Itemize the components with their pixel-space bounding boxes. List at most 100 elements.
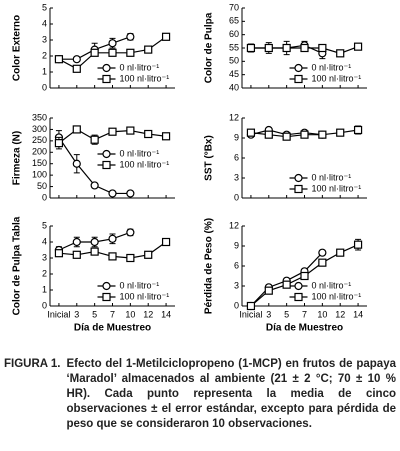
marker <box>264 130 273 139</box>
y-tick-label: 0 <box>234 300 239 310</box>
marker <box>161 32 171 41</box>
y-tick-label: 200 <box>32 147 47 157</box>
y-axis-label: Color de Pulpa <box>204 12 215 83</box>
x-tick-label: 5 <box>92 309 97 319</box>
marker <box>72 125 81 134</box>
marker <box>54 139 64 148</box>
legend-label: 0 nl·litro⁻¹ <box>120 62 160 72</box>
y-tick-label: 350 <box>32 112 47 122</box>
y-tick-label: 12 <box>229 220 239 230</box>
y-tick-label: 1 <box>42 284 47 294</box>
marker <box>90 48 99 57</box>
legend-marker <box>294 173 303 183</box>
y-tick-label: 2 <box>42 50 47 60</box>
marker <box>353 42 363 51</box>
y-tick-label: 9 <box>234 240 239 250</box>
marker <box>300 43 309 53</box>
x-tick-label: 14 <box>161 309 171 319</box>
legend-label: 0 nl·litro⁻¹ <box>120 148 160 158</box>
y-axis-label: Pérdida de Peso (%) <box>204 218 215 314</box>
marker <box>90 181 99 190</box>
x-tick-label: 5 <box>284 309 289 319</box>
y-tick-label: 100 <box>32 170 47 180</box>
x-tick-label: 14 <box>353 309 363 319</box>
legend-marker <box>102 281 111 291</box>
marker <box>72 237 81 247</box>
marker <box>54 55 64 64</box>
x-tick-label: 7 <box>302 309 307 319</box>
x-axis-label: Día de Muestreo <box>74 323 151 334</box>
y-axis-label: Color de Pulpa Tabla <box>12 216 23 315</box>
legend-marker <box>294 184 303 194</box>
y-tick-label: 6 <box>234 152 239 162</box>
y-tick-label: 50 <box>37 181 47 191</box>
legend-label: 100 nl·litro⁻¹ <box>120 73 170 83</box>
marker <box>336 248 345 257</box>
y-tick-label: 60 <box>229 29 239 39</box>
marker <box>282 280 291 289</box>
y-tick-label: 9 <box>234 132 239 142</box>
x-tick-label: 3 <box>266 309 271 319</box>
legend-label: 100 nl·litro⁻¹ <box>120 159 170 169</box>
marker <box>108 127 117 136</box>
x-tick-label: Inicial <box>47 309 70 319</box>
y-tick-label: 4 <box>42 18 47 28</box>
y-tick-label: 0 <box>234 192 239 202</box>
marker <box>108 39 117 48</box>
y-tick-label: 55 <box>229 42 239 52</box>
x-tick-label: 10 <box>317 309 327 319</box>
marker <box>126 48 135 57</box>
marker <box>282 132 291 141</box>
y-tick-label: 0 <box>42 300 47 310</box>
y-tick-label: 3 <box>42 34 47 44</box>
x-axis-label: Día de Muestreo <box>266 323 343 334</box>
marker <box>90 237 99 247</box>
legend-label: 100 nl·litro⁻¹ <box>312 291 362 301</box>
y-tick-label: 2 <box>42 268 47 278</box>
y-tick-label: 50 <box>229 56 239 66</box>
legend-label: 100 nl·litro⁻¹ <box>312 73 362 83</box>
y-tick-label: 5 <box>42 2 47 12</box>
marker <box>144 129 153 139</box>
y-tick-label: 12 <box>229 112 239 122</box>
legend-label: 0 nl·litro⁻¹ <box>120 280 160 290</box>
caption-label: FIGURA 1. <box>4 358 61 370</box>
x-tick-label: 12 <box>335 309 345 319</box>
y-axis-label: Firmeza (N) <box>12 131 23 185</box>
legend-marker <box>102 160 111 170</box>
legend-marker <box>102 292 111 302</box>
marker <box>126 126 135 135</box>
y-axis-label: Color Externo <box>12 15 23 81</box>
y-tick-label: 300 <box>32 124 47 134</box>
y-tick-label: 0 <box>42 82 47 92</box>
y-tick-label: 3 <box>234 172 239 182</box>
legend-label: 0 nl·litro⁻¹ <box>312 172 352 182</box>
y-tick-label: 45 <box>229 69 239 79</box>
y-tick-label: 4 <box>42 236 47 246</box>
y-tick-label: 70 <box>229 2 239 12</box>
marker <box>108 189 117 198</box>
marker <box>336 128 345 137</box>
legend-marker <box>294 292 303 302</box>
marker <box>282 43 291 53</box>
marker <box>318 130 327 139</box>
legend-marker <box>294 63 303 73</box>
y-tick-label: 65 <box>229 16 239 26</box>
marker <box>318 43 327 53</box>
marker <box>246 43 256 53</box>
marker <box>108 252 117 261</box>
legend-marker <box>102 74 111 84</box>
y-tick-label: 3 <box>42 252 47 262</box>
x-tick-label: 7 <box>110 309 115 319</box>
marker <box>126 228 135 237</box>
legend-label: 100 nl·litro⁻¹ <box>312 183 362 193</box>
marker <box>161 132 171 141</box>
marker <box>353 240 363 249</box>
marker <box>108 48 117 57</box>
marker <box>72 64 81 73</box>
marker <box>72 250 81 259</box>
x-tick-label: 12 <box>143 309 153 319</box>
legend-marker <box>294 281 303 291</box>
